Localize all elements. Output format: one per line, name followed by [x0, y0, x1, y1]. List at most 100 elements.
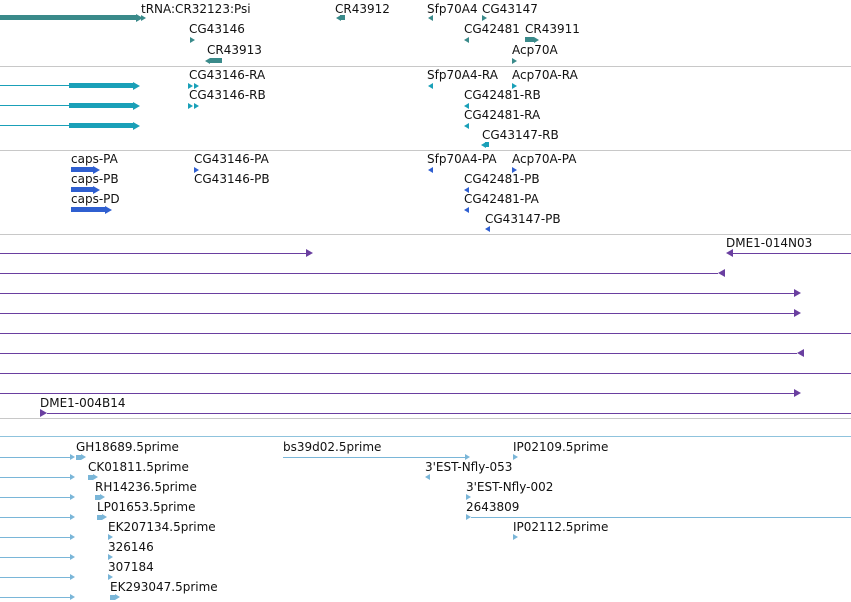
transcript-label[interactable]: CG43147-RB [482, 128, 559, 142]
transcript-marker[interactable] [188, 83, 193, 89]
gene-label[interactable]: CG43147 [482, 2, 538, 16]
est-bar[interactable] [95, 495, 100, 500]
gene-label[interactable]: Sfp70A4 [427, 2, 478, 16]
clone-line[interactable] [0, 253, 306, 254]
exon-bar[interactable] [69, 123, 133, 128]
transcript-label[interactable]: CG42481-RA [464, 108, 541, 122]
transcript-label[interactable]: Acp70A-RA [512, 68, 578, 82]
gene-marker-CG43146[interactable] [190, 37, 195, 43]
protein-marker[interactable] [464, 187, 469, 193]
est-label[interactable]: EK207134.5prime [108, 520, 216, 534]
gene-label[interactable]: CR43913 [207, 43, 262, 57]
protein-marker[interactable] [428, 167, 433, 173]
protein-label[interactable]: caps-PA [71, 152, 118, 166]
transcript-label[interactable]: CG43146-RB [189, 88, 266, 102]
exon-bar[interactable] [485, 142, 489, 147]
protein-marker[interactable] [512, 167, 517, 173]
gene-marker-Sfp70A4[interactable] [428, 15, 433, 21]
protein-label[interactable]: Acp70A-PA [512, 152, 577, 166]
est-label[interactable]: 3'EST-Nfly-002 [466, 480, 554, 494]
est-label[interactable]: GH18689.5prime [76, 440, 179, 454]
clone-line[interactable] [47, 413, 851, 414]
protein-label[interactable]: CG42481-PA [464, 192, 539, 206]
est-line[interactable] [0, 557, 70, 558]
transcript-label[interactable]: CG42481-RB [464, 88, 541, 102]
transcript-label[interactable]: Sfp70A4-RA [427, 68, 498, 82]
transcript-marker[interactable] [481, 142, 486, 148]
gene-label[interactable]: tRNA:CR32123:Psi [141, 2, 251, 16]
gene-marker-tRNA[interactable] [141, 15, 146, 21]
est-line[interactable] [0, 457, 70, 458]
transcript-marker[interactable] [188, 103, 193, 109]
est-label[interactable]: EK293047.5prime [110, 580, 218, 594]
est-label[interactable]: CK01811.5prime [88, 460, 189, 474]
est-line[interactable] [283, 457, 465, 458]
est-label[interactable]: 2643809 [466, 500, 520, 514]
gene-bar[interactable] [340, 15, 345, 20]
clone-line[interactable] [0, 373, 851, 374]
est-line[interactable] [0, 477, 70, 478]
transcript-marker[interactable] [464, 103, 469, 109]
exon-bar[interactable] [69, 83, 133, 88]
est-bar[interactable] [97, 515, 102, 520]
est-bar[interactable] [110, 595, 115, 600]
clone-line[interactable] [733, 253, 851, 254]
protein-label[interactable]: caps-PB [71, 172, 119, 186]
gene-marker-CG42481[interactable] [464, 37, 469, 43]
gene-marker-CR43912[interactable] [336, 15, 341, 21]
transcript-marker[interactable] [194, 103, 199, 109]
gene-label[interactable]: CG43146 [189, 22, 245, 36]
est-bar[interactable] [76, 455, 81, 460]
gene-label[interactable]: Acp70A [512, 43, 558, 57]
clone-line[interactable] [0, 333, 851, 334]
transcript-marker[interactable] [428, 83, 433, 89]
est-bar[interactable] [88, 475, 93, 480]
transcript-marker[interactable] [194, 83, 199, 89]
clone-line[interactable] [0, 393, 794, 394]
protein-label[interactable]: CG43147-PB [485, 212, 561, 226]
clone-line[interactable] [0, 273, 718, 274]
gene-bar[interactable] [210, 58, 222, 63]
est-label[interactable]: 3'EST-Nfly-053 [425, 460, 513, 474]
exon-bar[interactable] [69, 103, 133, 108]
protein-label[interactable]: Sfp70A4-PA [427, 152, 497, 166]
est-label[interactable]: IP02109.5prime [513, 440, 609, 454]
protein-bar[interactable] [71, 187, 93, 192]
transcript-label[interactable]: CG43146-RA [189, 68, 266, 82]
gene-bar-caps[interactable] [0, 15, 136, 20]
est-line[interactable] [0, 497, 70, 498]
gene-marker-CR43913[interactable] [205, 58, 210, 64]
est-label[interactable]: RH14236.5prime [95, 480, 197, 494]
est-label[interactable]: bs39d02.5prime [283, 440, 382, 454]
est-label[interactable]: 326146 [108, 540, 154, 554]
gene-marker-CG43147[interactable] [482, 15, 487, 21]
gene-label[interactable]: CR43911 [525, 22, 580, 36]
est-line[interactable] [0, 537, 70, 538]
clone-label[interactable]: DME1-004B14 [40, 396, 126, 410]
protein-marker[interactable] [194, 167, 199, 173]
est-label[interactable]: 307184 [108, 560, 154, 574]
clone-label[interactable]: DME1-014N03 [726, 236, 813, 250]
protein-marker[interactable] [485, 226, 490, 232]
est-line[interactable] [0, 597, 70, 598]
transcript-marker[interactable] [512, 83, 517, 89]
protein-bar[interactable] [71, 167, 93, 172]
protein-label[interactable]: CG42481-PB [464, 172, 540, 186]
est-line[interactable] [0, 577, 70, 578]
protein-label[interactable]: CG43146-PB [194, 172, 270, 186]
est-label[interactable]: IP02112.5prime [513, 520, 609, 534]
protein-bar[interactable] [71, 207, 105, 212]
est-line[interactable] [471, 517, 851, 518]
gene-marker-Acp70A[interactable] [512, 58, 517, 64]
gene-bar-CR43911[interactable] [525, 37, 534, 42]
gene-label[interactable]: CG42481 [464, 22, 520, 36]
clone-line[interactable] [0, 293, 794, 294]
protein-label[interactable]: CG43146-PA [194, 152, 269, 166]
gene-label[interactable]: CR43912 [335, 2, 390, 16]
transcript-marker[interactable] [464, 123, 469, 129]
est-line[interactable] [0, 517, 70, 518]
protein-label[interactable]: caps-PD [71, 192, 120, 206]
est-label[interactable]: LP01653.5prime [97, 500, 196, 514]
clone-line[interactable] [0, 313, 794, 314]
clone-line[interactable] [0, 353, 797, 354]
